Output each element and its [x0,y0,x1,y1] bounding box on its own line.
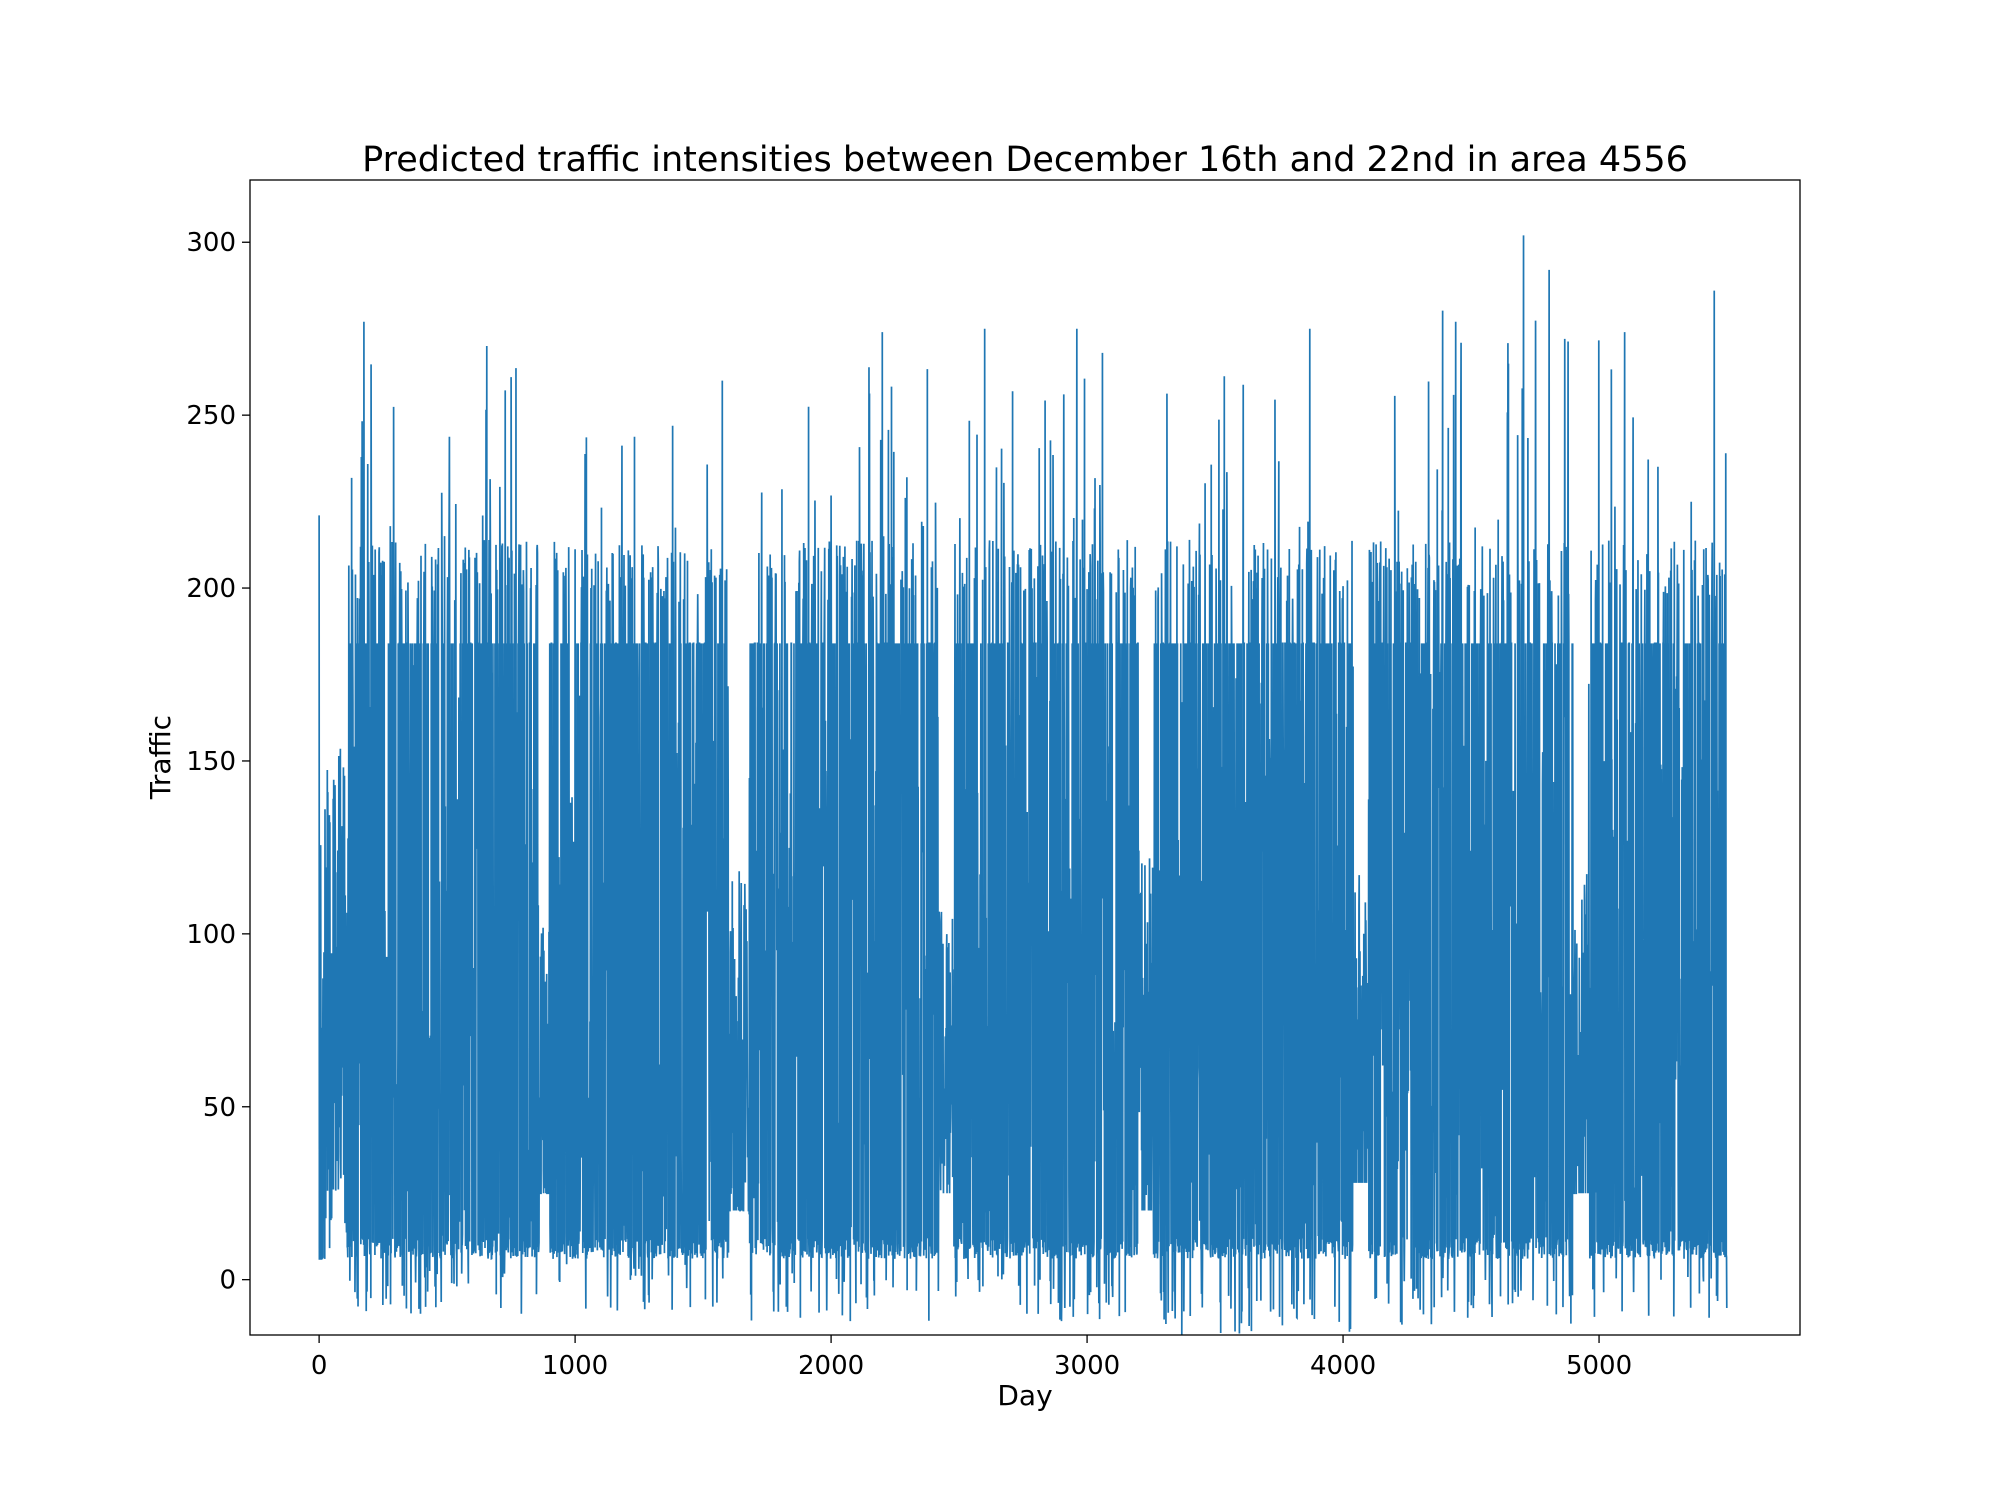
y-tick-label: 150 [186,747,236,777]
y-tick-label: 300 [186,228,236,258]
y-tick-label: 100 [186,920,236,950]
x-axis-label: Day [997,1379,1052,1412]
y-axis-label: Traffic [144,715,177,800]
x-tick-label: 5000 [1566,1351,1632,1381]
y-tick-label: 0 [219,1266,236,1296]
traffic-series-line [318,235,1728,1336]
plot-area-frame [249,179,1801,1336]
x-tick-label: 4000 [1310,1351,1376,1381]
x-axis: 0 1000 2000 3000 4000 5000 [311,1335,1632,1381]
chart-title: Predicted traffic intensities between De… [362,140,1688,180]
y-tick-label: 250 [186,401,236,431]
y-tick-label: 50 [203,1093,236,1123]
x-tick-label: 2000 [798,1351,864,1381]
y-axis: 0 50 100 150 200 250 300 [186,228,250,1296]
x-tick-label: 0 [311,1351,328,1381]
x-tick-label: 1000 [542,1351,608,1381]
y-tick-label: 200 [186,574,236,604]
x-tick-label: 3000 [1054,1351,1120,1381]
